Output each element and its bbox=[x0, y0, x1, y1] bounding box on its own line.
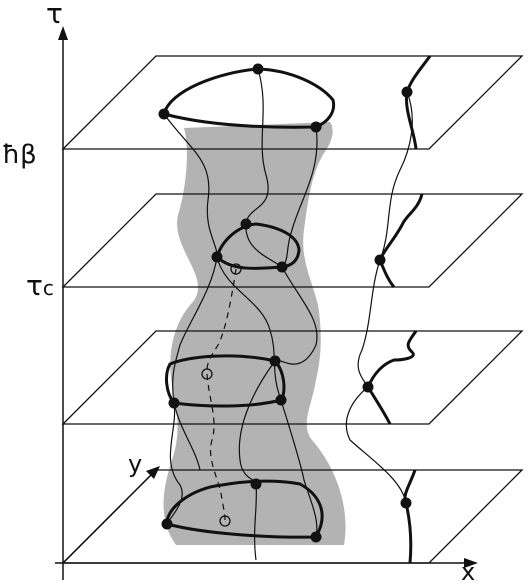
hollow-markers bbox=[201, 263, 242, 527]
hbar-beta-label: ħβ bbox=[2, 140, 37, 170]
single-worldline bbox=[345, 55, 432, 564]
dashed-path bbox=[206, 268, 237, 521]
single-worldline-thick-bottom bbox=[403, 469, 417, 564]
dot bbox=[310, 121, 322, 133]
single-worldline-thin bbox=[345, 91, 413, 504]
worldline-5 bbox=[254, 483, 257, 561]
tau-axis-label: τ bbox=[46, 0, 63, 30]
x-axis-arrowhead bbox=[464, 558, 478, 568]
single-worldline-thick-middle bbox=[366, 330, 418, 425]
contour-bottom bbox=[165, 479, 324, 539]
tau-c-label: τc bbox=[26, 272, 54, 300]
worldline-2 bbox=[163, 113, 218, 525]
dot bbox=[362, 381, 374, 393]
dot bbox=[161, 518, 173, 530]
contour-top bbox=[162, 67, 336, 129]
worldline-6 bbox=[173, 402, 201, 471]
hollow-dot bbox=[201, 368, 213, 380]
dot bbox=[310, 531, 322, 543]
y-axis-label: y bbox=[128, 450, 143, 478]
dot bbox=[400, 497, 412, 509]
tau-c-subscript: c bbox=[42, 276, 54, 300]
dot bbox=[250, 478, 262, 490]
dot bbox=[276, 261, 288, 273]
plane-middle bbox=[61, 330, 524, 425]
dot bbox=[240, 218, 252, 230]
time-slice-planes bbox=[61, 55, 524, 564]
plane-bottom bbox=[61, 469, 524, 564]
vertex-dots bbox=[158, 63, 413, 543]
plane-tau-c bbox=[61, 193, 524, 288]
dot bbox=[158, 108, 170, 120]
dot bbox=[168, 397, 180, 409]
dot bbox=[252, 63, 264, 75]
dot bbox=[275, 394, 287, 406]
single-worldline-thick-tau-c bbox=[378, 193, 424, 288]
tau-c-symbol: τ bbox=[26, 269, 43, 302]
worldline-1 bbox=[238, 68, 318, 485]
dot bbox=[401, 86, 413, 98]
tau-axis-arrowhead bbox=[58, 26, 68, 40]
hollow-dot bbox=[230, 263, 242, 275]
x-axis-label: x bbox=[461, 558, 476, 586]
hollow-dot bbox=[219, 515, 231, 527]
dot bbox=[211, 251, 223, 263]
dot bbox=[374, 254, 386, 266]
dot bbox=[269, 355, 281, 367]
worldline-3 bbox=[281, 126, 318, 268]
plane-hbar-beta bbox=[61, 55, 524, 150]
contour-tau-c bbox=[215, 222, 301, 270]
